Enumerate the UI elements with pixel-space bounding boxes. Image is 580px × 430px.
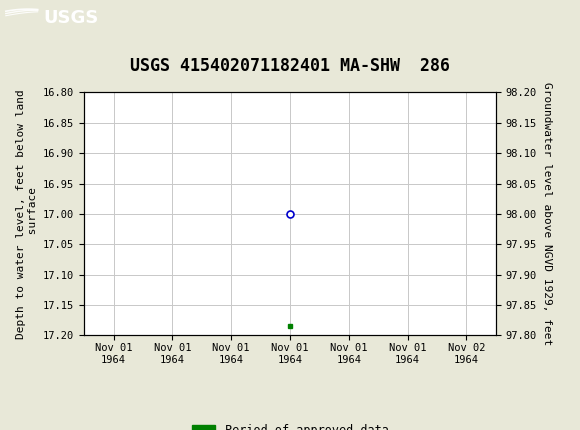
Legend: Period of approved data: Period of approved data <box>187 419 393 430</box>
Y-axis label: Groundwater level above NGVD 1929, feet: Groundwater level above NGVD 1929, feet <box>542 82 552 346</box>
Y-axis label: Depth to water level, feet below land
 surface: Depth to water level, feet below land su… <box>16 89 38 339</box>
Text: USGS 415402071182401 MA-SHW  286: USGS 415402071182401 MA-SHW 286 <box>130 57 450 75</box>
Text: USGS: USGS <box>44 9 99 27</box>
